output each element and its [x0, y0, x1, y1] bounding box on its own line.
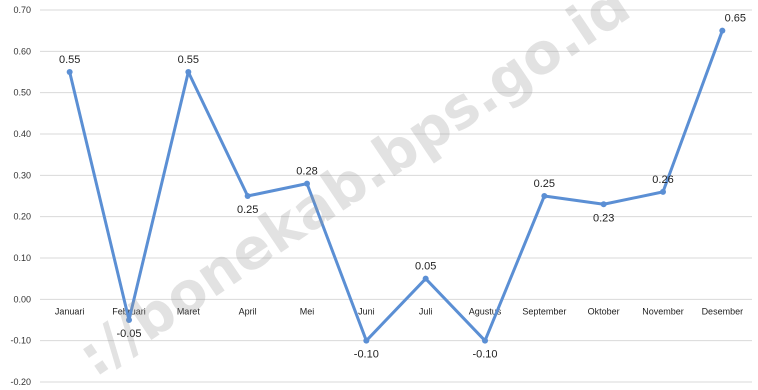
data-labels: 0.55 -0.05 0.55 0.25 0.28 -0.10 0.05 -0.10 0.25 0… [59, 13, 746, 361]
data-point [363, 337, 370, 344]
series-line [68, 29, 724, 343]
x-tick-label: Juni [358, 306, 375, 316]
y-tick-label: 0.20 [13, 212, 31, 222]
x-tick-label: April [239, 306, 257, 316]
data-point [66, 69, 73, 75]
data-label: 0.28 [296, 166, 317, 178]
x-tick-label: Mei [300, 306, 315, 316]
data-label: 0.26 [652, 174, 673, 186]
data-point [660, 188, 666, 195]
data-label: 0.55 [59, 54, 80, 66]
y-tick-label: 0.70 [13, 5, 31, 15]
y-tick-label: 0.10 [13, 253, 31, 263]
y-tick-label: -0.10 [10, 336, 31, 346]
x-tick-label: Juli [419, 306, 433, 316]
x-tick-label: November [642, 306, 684, 316]
data-point [422, 275, 429, 282]
data-point [482, 337, 488, 344]
x-axis-categories: Januari Februari Maret April Mei Juni Juli Agus… [55, 306, 743, 316]
y-axis-ticks: 0.70 0.60 0.50 0.40 0.30 0.20 0.10 0.00 -0.10 -0.… [10, 5, 31, 387]
x-tick-label: Oktober [588, 306, 620, 316]
data-point [541, 193, 548, 199]
x-tick-label: September [522, 306, 566, 316]
y-tick-label: -0.20 [10, 377, 31, 387]
y-tick-label: 0.30 [13, 170, 31, 180]
x-tick-label: Agustus [469, 306, 502, 316]
data-label: 0.25 [534, 178, 555, 190]
data-label: 0.23 [593, 212, 614, 224]
x-tick-label: Maret [177, 306, 201, 316]
data-point [719, 27, 726, 34]
y-tick-label: 0.50 [13, 88, 31, 98]
data-label: 0.25 [237, 204, 258, 216]
data-label: 0.55 [178, 54, 199, 66]
data-point [304, 180, 310, 187]
data-point [600, 201, 607, 208]
x-tick-label: Januari [55, 306, 85, 316]
series-line-group [66, 27, 726, 344]
x-tick-label: Desember [702, 306, 744, 316]
x-tick-label: Februari [112, 306, 146, 316]
data-label: 0.05 [415, 261, 436, 273]
data-label: -0.10 [472, 349, 497, 361]
y-tick-label: 0.60 [13, 46, 31, 56]
data-label: 0.65 [725, 13, 746, 25]
y-tick-label: 0.40 [13, 129, 31, 139]
data-label: -0.10 [354, 349, 379, 361]
watermark: ://bonekab.bps.go.id [66, 0, 641, 390]
data-point [126, 317, 132, 323]
gridlines [40, 9, 752, 383]
data-point [185, 69, 192, 75]
data-point [244, 193, 251, 199]
data-label: -0.05 [116, 328, 141, 340]
y-tick-label: 0.00 [13, 294, 31, 304]
